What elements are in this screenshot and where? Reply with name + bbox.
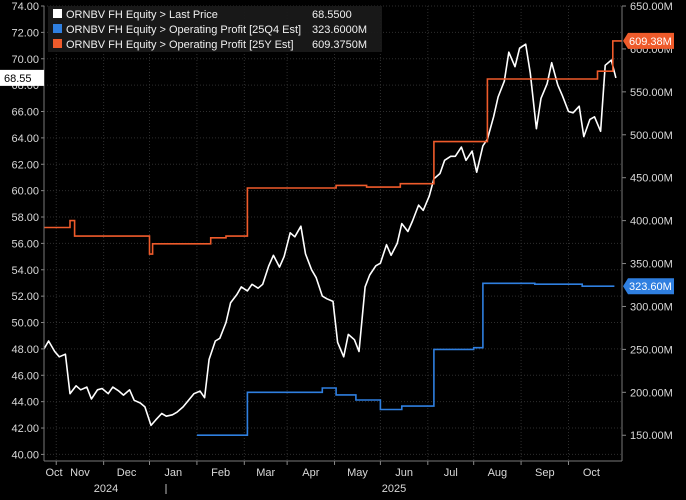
x-month-label: Feb bbox=[211, 467, 230, 479]
op-profit-25q4-tag bbox=[623, 278, 674, 295]
legend: ORNBV FH Equity > Last Price 68.5500 ORNBV… bbox=[48, 6, 382, 52]
legend-swatch bbox=[53, 39, 62, 48]
right-tick-label: 550.00M bbox=[630, 87, 673, 99]
price-value-tag bbox=[0, 69, 44, 86]
left-tick-label: 54.00 bbox=[11, 265, 39, 277]
right-tick-label: 400.00M bbox=[630, 216, 673, 228]
left-tick-label: 40.00 bbox=[11, 449, 39, 461]
operating-profit-25q4-line bbox=[196, 282, 615, 436]
right-tick-label: 450.00M bbox=[630, 173, 673, 185]
x-month-label: Nov bbox=[70, 467, 90, 479]
left-tick-label: 66.00 bbox=[11, 107, 39, 119]
right-tick-label: 300.00M bbox=[630, 301, 673, 313]
x-month-label: Oct bbox=[45, 467, 62, 479]
legend-label: ORNBV FH Equity > Operating Profit [25Y … bbox=[66, 39, 294, 51]
x-month-label: Jul bbox=[444, 467, 458, 479]
right-tick-label: 150.00M bbox=[630, 430, 673, 442]
x-month-label: Oct bbox=[583, 467, 600, 479]
price-line bbox=[43, 43, 617, 427]
x-year-label: 2024 bbox=[94, 483, 118, 495]
left-tick-label: 42.00 bbox=[11, 423, 39, 435]
left-tick-label: 74.00 bbox=[11, 1, 39, 13]
left-tick-label: 52.00 bbox=[11, 291, 39, 303]
left-tick-label: 64.00 bbox=[11, 133, 39, 145]
right-tick-label: 650.00M bbox=[630, 1, 673, 13]
legend-value: 609.3750M bbox=[312, 39, 367, 51]
legend-swatch bbox=[53, 24, 62, 33]
x-year-label: 2025 bbox=[382, 483, 406, 495]
left-tick-label: 46.00 bbox=[11, 370, 39, 382]
x-month-label: Mar bbox=[256, 467, 275, 479]
op-profit-25y-tag-text: 609.38M bbox=[629, 36, 672, 48]
x-month-label: Dec bbox=[117, 467, 137, 479]
x-month-label: Apr bbox=[302, 467, 319, 479]
operating-profit-25y-line bbox=[44, 40, 622, 255]
axes: 40.00 42.00 44.00 46.00 48.00 50.00 52.00 54.00… bbox=[11, 1, 672, 495]
legend-value: 68.5500 bbox=[312, 9, 352, 21]
left-tick-label: 58.00 bbox=[11, 212, 39, 224]
left-tick-label: 60.00 bbox=[11, 186, 39, 198]
right-tick-label: 250.00M bbox=[630, 344, 673, 356]
left-tick-label: 70.00 bbox=[11, 54, 39, 66]
x-month-label: Jun bbox=[395, 467, 413, 479]
left-tick-label: 56.00 bbox=[11, 238, 39, 250]
legend-value: 323.6000M bbox=[312, 24, 367, 36]
left-tick-label: 50.00 bbox=[11, 318, 39, 330]
op-profit-25q4-tag-text: 323.60M bbox=[629, 281, 672, 293]
price-value-tag-text: 68.55 bbox=[4, 73, 32, 85]
left-tick-label: 62.00 bbox=[11, 159, 39, 171]
legend-box bbox=[48, 6, 382, 52]
legend-label: ORNBV FH Equity > Operating Profit [25Q4… bbox=[66, 24, 301, 36]
left-tick-label: 44.00 bbox=[11, 397, 39, 409]
left-tick-label: 48.00 bbox=[11, 344, 39, 356]
op-profit-25y-tag bbox=[623, 32, 674, 49]
series-lines bbox=[43, 40, 622, 436]
right-tick-label: 200.00M bbox=[630, 387, 673, 399]
x-month-label: May bbox=[347, 467, 368, 479]
x-month-label: Sep bbox=[535, 467, 555, 479]
right-tick-label: 350.00M bbox=[630, 259, 673, 271]
right-tick-label: 500.00M bbox=[630, 130, 673, 142]
x-month-label: Jan bbox=[164, 467, 182, 479]
legend-swatch bbox=[53, 9, 62, 18]
value-tags: 68.55 609.38M 323.60M bbox=[0, 32, 674, 295]
left-tick-label: 72.00 bbox=[11, 27, 39, 39]
legend-label: ORNBV FH Equity > Last Price bbox=[66, 9, 218, 21]
x-month-label: Aug bbox=[488, 467, 508, 479]
